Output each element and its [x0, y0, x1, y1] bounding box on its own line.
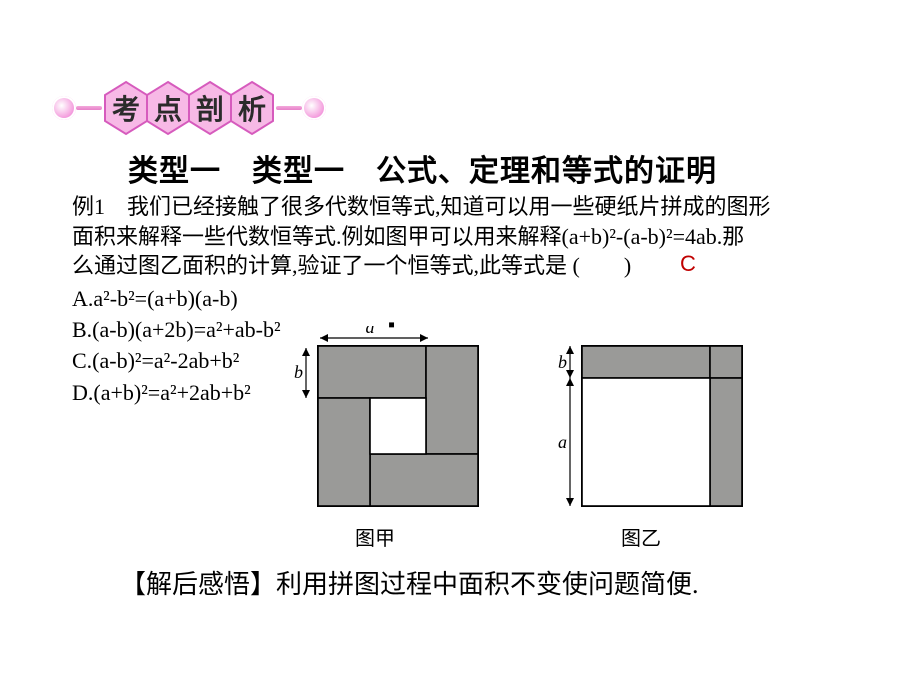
hex-char-2: 剖 — [196, 88, 224, 128]
svg-text:a: a — [366, 326, 375, 337]
link-bar-left — [76, 106, 102, 110]
svg-text:b: b — [558, 352, 567, 372]
figure-jia: a b — [270, 326, 480, 551]
problem-line-0: 例1 我们已经接触了很多代数恒等式,知道可以用一些硬纸片拼成的图形 — [72, 194, 771, 219]
header-band: 考 点 剖 析 — [52, 80, 326, 136]
section-title: 类型一 类型一 公式、定理和等式的证明 — [128, 146, 717, 190]
options: A.a²-b²=(a+b)(a-b) B.(a-b)(a+2b)=a²+ab-b… — [72, 283, 281, 408]
hex-3: 析 — [228, 80, 276, 136]
option-d: D.(a+b)²=a²+2ab+b² — [72, 377, 281, 408]
problem-text: 例1 我们已经接触了很多代数恒等式,知道可以用一些硬纸片拼成的图形 面积来解释一… — [72, 192, 872, 281]
hex-char-3: 析 — [238, 88, 266, 128]
figure-yi-caption: 图乙 — [621, 522, 661, 551]
option-b: B.(a-b)(a+2b)=a²+ab-b² — [72, 314, 281, 345]
medallion-right — [302, 96, 326, 120]
svg-text:a: a — [558, 432, 567, 452]
insight-text: 【解后感悟】利用拼图过程中面积不变使问题简便. — [120, 566, 800, 604]
medallion-left — [52, 96, 76, 120]
figure-jia-caption: 图甲 — [355, 522, 395, 551]
hex-0: 考 — [102, 80, 150, 136]
option-c: C.(a-b)²=a²-2ab+b² — [72, 345, 281, 376]
hex-1: 点 — [144, 80, 192, 136]
option-a: A.a²-b²=(a+b)(a-b) — [72, 283, 281, 314]
hex-char-1: 点 — [154, 88, 182, 128]
hex-char-0: 考 — [112, 88, 140, 128]
problem-line-1: 面积来解释一些代数恒等式.例如图甲可以用来解释(a+b)²-(a-b)²=4ab… — [72, 224, 744, 249]
answer-letter: C — [680, 251, 696, 277]
problem-line-2: 么通过图乙面积的计算,验证了一个恒等式,此等式是 ( ) — [72, 253, 631, 278]
figures: a b — [270, 326, 746, 551]
hex-2: 剖 — [186, 80, 234, 136]
svg-text:b: b — [294, 362, 303, 382]
figure-yi: b a 图乙 — [536, 326, 746, 551]
link-bar-right — [276, 106, 302, 110]
hex-row: 考 点 剖 析 — [102, 80, 276, 136]
